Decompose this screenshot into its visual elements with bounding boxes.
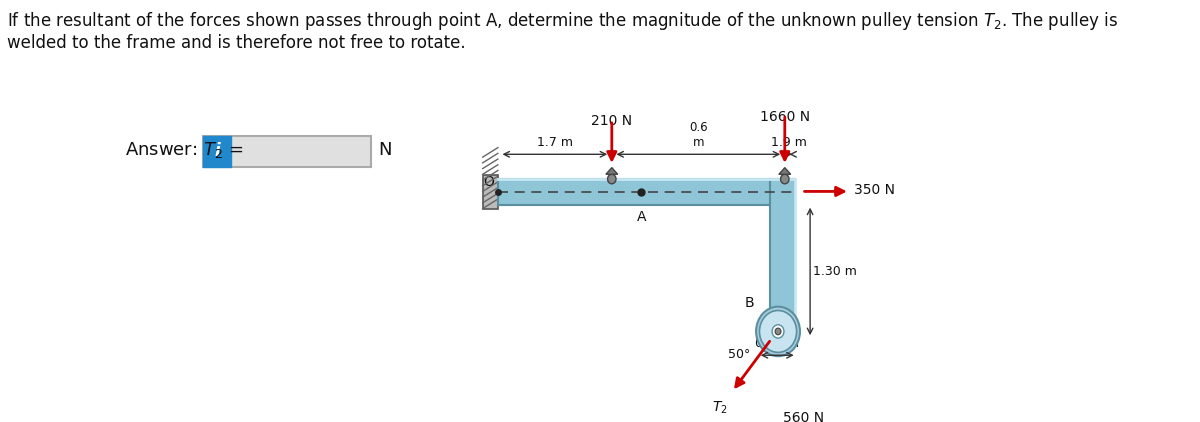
Text: 0.60 m: 0.60 m (755, 336, 799, 349)
Text: 1.9 m: 1.9 m (772, 135, 806, 149)
FancyBboxPatch shape (203, 136, 232, 167)
Circle shape (607, 174, 616, 184)
Text: 560 N: 560 N (784, 411, 824, 422)
Text: 50°: 50° (728, 348, 750, 361)
Text: 210 N: 210 N (592, 114, 632, 128)
Polygon shape (779, 168, 791, 174)
Text: 1660 N: 1660 N (760, 111, 810, 124)
Circle shape (772, 325, 784, 338)
Circle shape (775, 328, 781, 335)
Text: 350 N: 350 N (854, 184, 895, 197)
Circle shape (756, 307, 800, 356)
Text: 1.30 m: 1.30 m (814, 265, 857, 278)
Text: N: N (378, 141, 391, 160)
Text: O: O (484, 175, 494, 189)
Text: 0.6
m: 0.6 m (689, 121, 708, 149)
Text: welded to the frame and is therefore not free to rotate.: welded to the frame and is therefore not… (7, 34, 466, 52)
Circle shape (780, 174, 790, 184)
Text: $T_2$: $T_2$ (713, 399, 728, 416)
Text: A: A (636, 210, 646, 224)
Text: If the resultant of the forces shown passes through point A, determine the magni: If the resultant of the forces shown pas… (7, 10, 1118, 32)
Text: B: B (745, 297, 755, 311)
Circle shape (760, 311, 797, 352)
Text: Answer: $T_2$ =: Answer: $T_2$ = (125, 141, 244, 160)
Text: 1.7 m: 1.7 m (536, 135, 572, 149)
Text: i: i (214, 143, 220, 160)
Polygon shape (606, 168, 618, 174)
Polygon shape (498, 179, 793, 205)
Polygon shape (482, 175, 498, 208)
FancyBboxPatch shape (203, 136, 371, 167)
Polygon shape (769, 179, 794, 338)
